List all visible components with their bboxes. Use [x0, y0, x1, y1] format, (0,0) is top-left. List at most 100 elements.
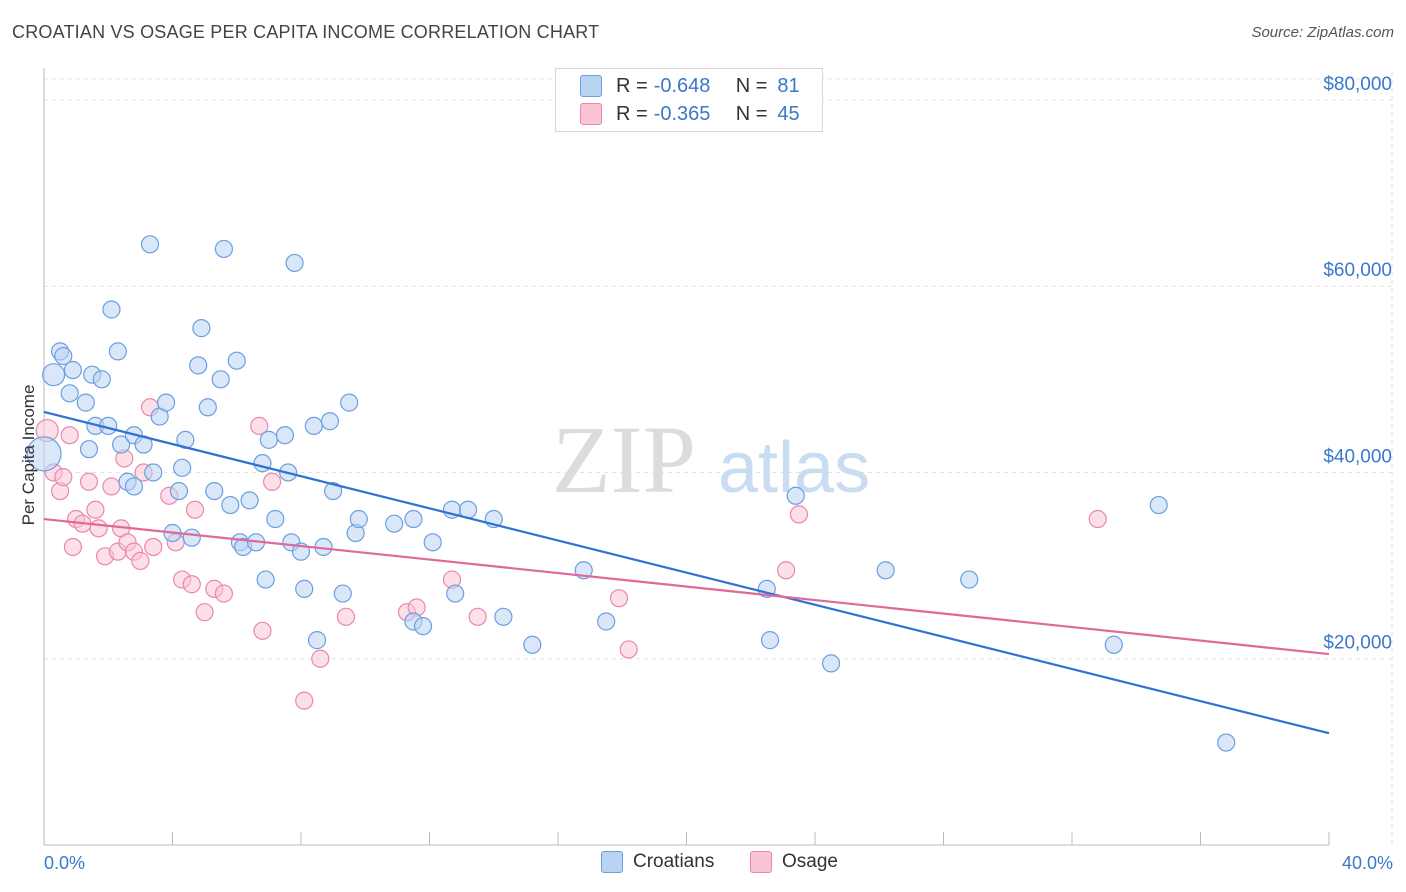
croatian-point: [324, 481, 343, 501]
croatian-point: [494, 607, 513, 626]
osage-swatch: [580, 103, 602, 125]
osage-point: [131, 551, 150, 571]
osage-point: [144, 537, 163, 557]
osage-point: [60, 426, 79, 445]
legend-row-osage: R = -0.365 N = 45: [580, 101, 800, 127]
croatian-point: [124, 477, 144, 496]
x-tick-labels: 0.0% 40.0%: [44, 853, 1393, 873]
croatian-point: [92, 370, 111, 389]
croatian-point: [173, 458, 192, 477]
croatian-point: [192, 319, 211, 338]
correlation-legend: R = -0.648 N = 81 R = -0.365 N = 45: [555, 68, 823, 132]
osage-point: [609, 589, 629, 608]
croatian-point: [960, 570, 979, 589]
croatian-point: [205, 481, 224, 501]
croatian-point: [189, 356, 208, 375]
osage-point: [54, 468, 73, 487]
croatian-point: [876, 561, 895, 580]
croatian-point: [1149, 495, 1168, 515]
croatian-point: [1104, 635, 1123, 654]
legend-item-croatians: Croatians: [601, 851, 714, 873]
y-axis-label: Per Capita Income: [19, 385, 38, 526]
osage-point: [311, 649, 330, 668]
croatian-point: [227, 351, 246, 370]
croatian-point: [259, 430, 278, 449]
croatian-point: [156, 393, 176, 412]
legend-item-osage: Osage: [750, 851, 838, 873]
osage-legend-label: Osage: [782, 851, 838, 872]
osage-point: [295, 691, 314, 710]
croatian-point: [385, 514, 404, 533]
osage-point: [63, 537, 83, 557]
croatian-points: [26, 235, 1236, 752]
croatian-point: [211, 370, 230, 389]
osage-point: [182, 575, 201, 594]
osage-point: [89, 519, 108, 538]
croatians-legend-swatch: [601, 851, 623, 873]
x-tick-label: 40.0%: [1342, 853, 1393, 873]
osage-point: [262, 472, 282, 491]
croatian-point: [42, 363, 66, 387]
croatian-point: [111, 435, 131, 454]
r-value: -0.365: [653, 102, 711, 125]
watermark: ZIP atlas: [552, 406, 870, 513]
croatian-point: [169, 481, 189, 501]
y-tick-label: $40,000: [1323, 446, 1392, 467]
osage-point: [468, 607, 487, 626]
croatian-point: [413, 617, 433, 636]
y-tick-label: $80,000: [1323, 74, 1392, 95]
croatian-point: [63, 360, 83, 380]
x-tick-label: 0.0%: [44, 853, 85, 873]
osage-point: [195, 603, 214, 622]
osage-point: [250, 416, 269, 436]
croatian-point: [144, 463, 163, 482]
croatian-point: [786, 486, 805, 505]
croatian-point: [320, 412, 340, 431]
trend-lines: [43, 410, 1330, 735]
osage-trend-line: [43, 517, 1330, 656]
y-tick-labels: $20,000 $40,000 $60,000 $80,000: [1323, 74, 1392, 654]
osage-point: [789, 505, 809, 524]
chart-title: CROATIAN VS OSAGE PER CAPITA INCOME CORR…: [12, 22, 600, 42]
r-value: -0.648: [653, 74, 711, 97]
series-legend: Croatians Osage: [0, 851, 1406, 879]
croatian-point: [760, 631, 780, 650]
osage-point: [776, 561, 796, 580]
n-label: N =: [735, 102, 768, 125]
croatian-point: [79, 440, 99, 459]
croatian-point: [349, 509, 368, 529]
osage-point: [253, 621, 272, 640]
croatian-point: [821, 654, 841, 673]
watermark-zip: ZIP: [552, 406, 696, 513]
osage-point: [102, 477, 121, 496]
croatian-point: [307, 631, 327, 650]
croatian-point: [26, 436, 62, 472]
croatians-trend-line: [43, 410, 1330, 735]
croatian-point: [285, 253, 304, 273]
osage-point: [185, 500, 205, 519]
croatian-point: [60, 384, 79, 403]
gridlines: [44, 72, 1393, 845]
croatian-point: [446, 584, 465, 603]
osage-point: [214, 584, 233, 603]
croatian-point: [76, 393, 95, 412]
osage-point: [86, 500, 105, 519]
croatian-point: [54, 346, 73, 366]
croatian-point: [1217, 733, 1236, 752]
osage-point: [1088, 509, 1107, 529]
croatian-point: [140, 235, 160, 254]
croatian-point: [221, 495, 240, 515]
croatian-point: [304, 416, 323, 436]
r-label: R =: [616, 102, 648, 125]
n-value: 81: [777, 74, 800, 97]
croatian-point: [295, 579, 314, 598]
croatian-point: [423, 533, 442, 552]
croatian-point: [266, 509, 285, 529]
croatian-point: [102, 300, 121, 319]
croatian-point: [333, 584, 352, 603]
y-tick-label: $60,000: [1323, 260, 1392, 281]
croatians-swatch: [580, 75, 602, 97]
croatian-point: [240, 491, 259, 510]
osage-legend-swatch: [750, 851, 772, 873]
croatian-point: [256, 570, 275, 589]
